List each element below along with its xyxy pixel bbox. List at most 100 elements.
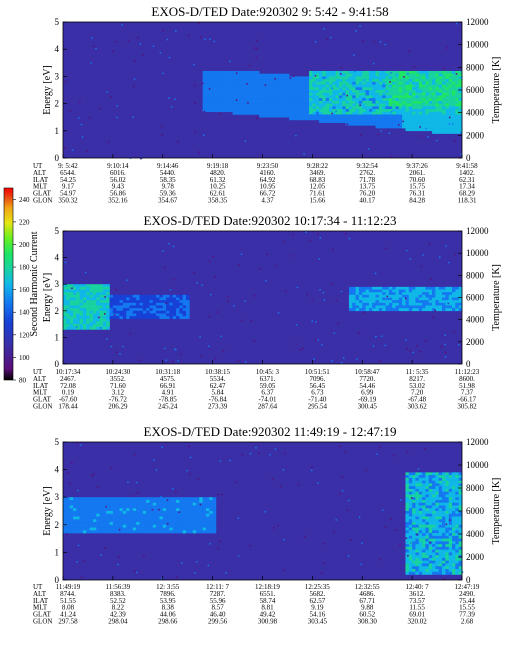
heatmap-cell [455,511,459,515]
heatmap-cell [442,557,446,561]
heatmap-cell [189,508,193,512]
heatmap-cell [405,98,410,102]
heatmap-cell [162,308,167,312]
heatmap-cell [202,522,207,526]
heatmap-speckle [305,231,308,233]
heatmap-cell [345,95,350,99]
heatmap-cell [355,286,360,290]
heatmap-cell [92,305,97,309]
heatmap-cell [302,81,307,85]
heatmap-cell [352,92,356,96]
heatmap-speckle [416,345,418,347]
heatmap-cell [295,98,300,102]
heatmap-cell [76,321,80,325]
heatmap-speckle [244,361,247,363]
panel-3-table: UTALTILATMLTGLATGLON11:49:198744.51.558.… [33,583,480,626]
heatmap-cell [279,106,283,110]
heatmap-cell [122,300,127,304]
heatmap-cell [442,566,446,570]
heatmap-cell [415,308,420,312]
heatmap-cell [408,530,413,534]
heatmap-cell [388,122,393,126]
heatmap-cell [452,111,456,115]
heatmap-cell [196,511,200,515]
table-cell: 69.01 [409,611,425,619]
heatmap-cell [455,286,459,290]
heatmap-cell [86,513,90,517]
heatmap-speckle [235,99,238,101]
heatmap-cell [265,100,270,104]
heatmap-cell [418,563,423,567]
heatmap-cell [106,308,110,312]
heatmap-speckle [274,448,277,450]
table-cell: 10:24:30 [105,368,130,376]
heatmap-cell [149,502,154,506]
heatmap-cell [428,289,433,293]
table-cell: 320.02 [408,618,428,626]
heatmap-cell [72,286,77,290]
table-row-label: GLAT [33,611,52,619]
heatmap-cell [448,497,453,501]
heatmap-cell [348,92,353,96]
heatmap-cell [102,286,107,290]
heatmap-cell [159,305,164,309]
heatmap-cell [435,103,440,107]
heatmap-cell [365,286,370,290]
heatmap-cell [225,92,230,96]
heatmap-cell [232,76,237,80]
heatmap-cell [365,111,370,115]
panel-1-title: EXOS-D/TED Date:920302 9: 5:42 - 9:41:58 [151,4,388,19]
heatmap-cell [395,87,400,91]
heatmap-cell [338,106,343,110]
heatmap-cell [455,114,459,118]
table-cell: 10.25 [210,183,226,191]
heatmap-cell [452,511,456,515]
heatmap-cell [448,106,453,110]
heatmap-cell [139,302,144,306]
heatmap-cell [192,516,197,520]
heatmap-cell [96,502,100,506]
heatmap-cell [368,70,373,74]
heatmap-cell [342,98,346,102]
heatmap-cell [285,87,290,91]
heatmap-cell [452,516,456,520]
heatmap-speckle [81,136,84,138]
heatmap-speckle [122,345,125,348]
heatmap-cell [319,98,323,102]
heatmap-cell [179,305,183,309]
heatmap-cell [435,98,440,102]
heatmap-cell [72,308,77,312]
heatmap-speckle [249,545,252,547]
heatmap-cell [205,84,210,88]
heatmap-cell [162,513,167,517]
heatmap-cell [319,103,323,107]
heatmap-speckle [331,360,333,362]
heatmap-cell [239,106,243,110]
heatmap-cell [382,92,386,96]
heatmap-cell [412,305,416,309]
heatmap-cell [166,294,170,298]
heatmap-cell [438,114,443,118]
heatmap-cell [415,513,420,517]
heatmap-cell [199,522,203,526]
heatmap-cell [82,499,87,504]
table-cell: 15.55 [459,604,475,612]
heatmap-cell [362,286,366,290]
heatmap-cell [265,87,270,91]
heatmap-cell [142,313,147,317]
heatmap-cell [146,308,150,312]
heatmap-cell [269,114,273,118]
heatmap-cell [435,308,440,312]
heatmap-cell [412,566,416,570]
heatmap-speckle [165,302,167,304]
heatmap-cell [106,516,110,520]
ytick-label: 2 [55,520,60,530]
heatmap-cell [63,292,67,296]
heatmap-cell [418,557,423,561]
heatmap-cell [442,70,446,74]
heatmap-cell [79,286,84,290]
heatmap-cell [412,103,416,107]
heatmap-cell [452,90,456,94]
heatmap-cell [146,530,150,534]
heatmap-cell [329,111,333,115]
